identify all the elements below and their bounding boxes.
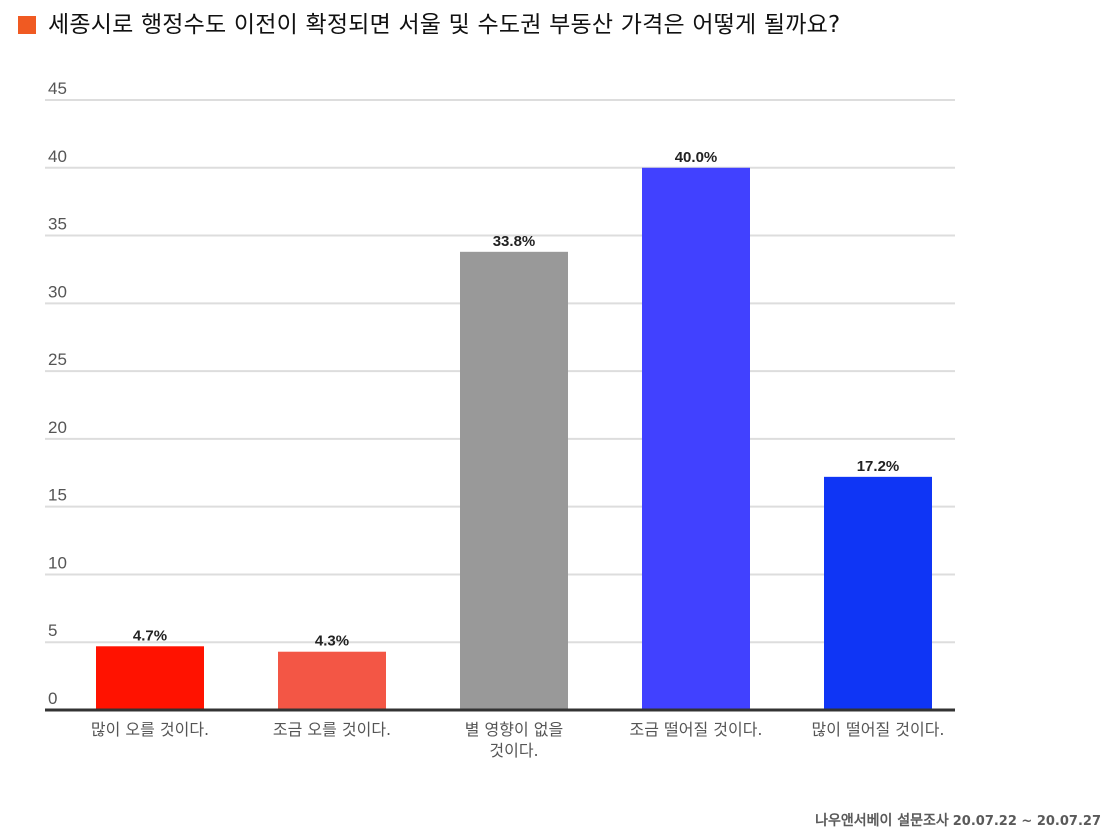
bars-layer: [96, 167, 932, 711]
value-label: 4.3%: [315, 633, 349, 650]
bar: [460, 251, 568, 711]
source-label: 나우앤서베이 설문조사: [815, 813, 949, 829]
value-label: 4.7%: [133, 627, 167, 644]
y-tick-label: 45: [48, 79, 67, 98]
y-tick-label: 25: [48, 350, 67, 369]
bar: [642, 167, 750, 710]
chart-title-area: 세종시로 행정수도 이전이 확정되면 서울 및 수도권 부동산 가격은 어떻게 …: [18, 8, 840, 42]
y-axis-labels: 0 5 10 15 20 25 30 35 40 45: [48, 79, 67, 708]
y-tick-label: 35: [48, 215, 67, 234]
chart-title: 세종시로 행정수도 이전이 확정되면 서울 및 수도권 부동산 가격은 어떻게 …: [48, 12, 841, 38]
y-tick-label: 40: [48, 147, 67, 166]
category-label: 별 영향이 없을: [465, 720, 564, 739]
value-label: 17.2%: [857, 458, 900, 475]
value-labels-layer: 4.7% 4.3% 33.8% 40.0% 17.2%: [133, 149, 899, 650]
source-note: 나우앤서베이 설문조사 20.07.22 ~ 20.07.27: [815, 810, 1101, 830]
category-label: 조금 오를 것이다.: [273, 720, 391, 739]
category-label: 조금 떨어질 것이다.: [629, 720, 762, 739]
category-label: 많이 떨어질 것이다.: [811, 720, 944, 739]
y-tick-label: 15: [48, 486, 67, 505]
value-label: 40.0%: [675, 149, 718, 166]
value-label: 33.8%: [493, 233, 536, 250]
bar: [824, 476, 932, 710]
title-accent-square: [18, 16, 36, 34]
source-date: 20.07.22 ~ 20.07.27: [952, 814, 1101, 829]
y-tick-label: 5: [48, 621, 57, 640]
y-tick-label: 30: [48, 282, 67, 301]
bar: [278, 651, 386, 710]
y-tick-label: 0: [48, 689, 57, 708]
y-tick-label: 10: [48, 553, 67, 572]
bar: [96, 646, 204, 710]
y-tick-label: 20: [48, 418, 67, 437]
category-label: 많이 오를 것이다.: [91, 720, 209, 739]
category-label: 것이다.: [489, 741, 538, 760]
